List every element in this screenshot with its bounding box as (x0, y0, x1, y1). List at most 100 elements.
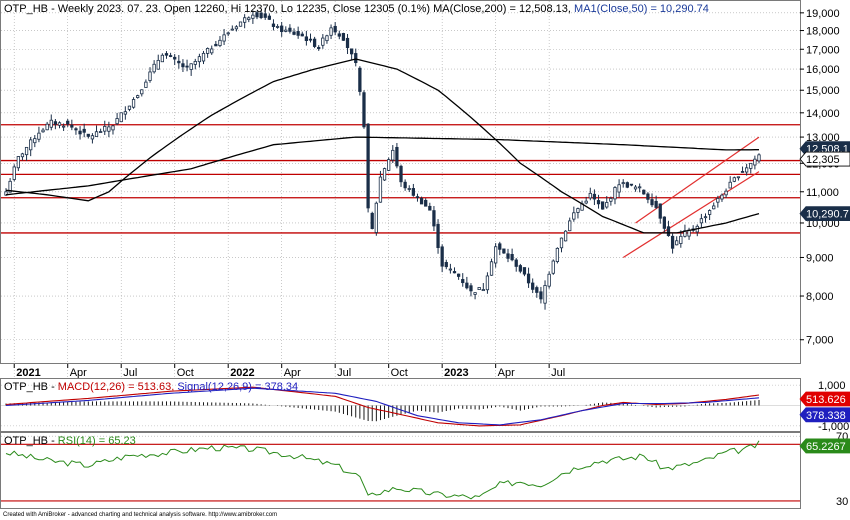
x-tick-label: Apr (70, 367, 87, 379)
candle-body (243, 17, 247, 23)
candle-body (753, 158, 757, 166)
macd-tag: 513.626 (799, 391, 850, 407)
rsi-value-tags: 65.2267 (799, 438, 850, 454)
signal-tag: 378.338 (799, 407, 850, 423)
rsi-threshold-lines (1, 443, 800, 502)
candle-body (168, 55, 173, 57)
candle-body (33, 138, 37, 144)
candle-body (160, 54, 164, 63)
candle-body (103, 125, 107, 132)
candle-body (555, 247, 560, 262)
candle-body (625, 182, 629, 188)
candle-body (12, 166, 16, 180)
macd-header-macd: MACD(12,26) = 513.63, (58, 381, 178, 393)
candle-body (66, 120, 70, 125)
candle-body (218, 39, 222, 47)
price-tag-2-label: 10,290.7 (806, 209, 849, 221)
candle-body (609, 198, 613, 202)
signal-tag-label: 378.338 (806, 410, 846, 422)
candle-body (584, 200, 588, 204)
ma200-line (5, 136, 759, 196)
candle-body (193, 61, 197, 65)
candle-body (473, 292, 477, 295)
candle-body (341, 33, 346, 41)
candle-body (308, 38, 313, 41)
candle-body (267, 15, 271, 20)
candle-body (424, 199, 428, 207)
candle-body (263, 13, 267, 18)
candle-body (440, 246, 444, 267)
candle-body (57, 122, 62, 126)
candle-body (61, 125, 66, 128)
candle-body (354, 53, 358, 64)
x-tick-label: Jul (337, 367, 351, 379)
candle-body (605, 202, 609, 208)
macd-grid (1, 384, 800, 427)
candle-body (152, 63, 156, 73)
candle-body (222, 34, 226, 42)
candle-body (469, 285, 473, 292)
candle-body (740, 171, 745, 173)
candle-body (485, 275, 490, 291)
candle-body (74, 128, 78, 131)
rsi-header-prefix: OTP_HB - (4, 435, 58, 447)
channel-lower-line[interactable] (622, 171, 760, 258)
candle-body (275, 26, 280, 28)
price-tag-1-bg (799, 151, 850, 167)
candle-body (8, 180, 12, 193)
rsi-header: OTP_HB - RSI(14) = 65.23 (4, 435, 136, 447)
candle-body (749, 162, 753, 169)
macd-header-signal: Signal(12,26,9) = 378.34 (177, 381, 298, 393)
candle-body (312, 38, 317, 47)
candle-body (259, 12, 263, 19)
candle-body (370, 212, 374, 229)
candle-body (654, 200, 658, 208)
macd-lines (5, 386, 760, 427)
price-tag-2: 10,290.7 (799, 206, 850, 222)
candle-body (477, 287, 481, 291)
candle-body (296, 31, 300, 36)
candle-body (543, 285, 547, 304)
macd-header: OTP_HB - MACD(12,26) = 513.63, Signal(12… (4, 381, 298, 393)
candle-body (403, 181, 407, 189)
candle-body (337, 33, 341, 37)
macd-header-prefix: OTP_HB - (4, 381, 58, 393)
candle-body (535, 287, 539, 293)
x-tick-label: Oct (391, 367, 408, 379)
candle-body (49, 119, 53, 128)
price-y-tick-label: 7,000 (806, 335, 834, 347)
candle-body (531, 282, 535, 290)
rsi-pane[interactable] (0, 432, 801, 509)
candle-body (119, 112, 123, 123)
candle-body (4, 191, 8, 196)
candle-body (226, 32, 230, 35)
rsi-tag: 65.2267 (799, 438, 850, 454)
candle-body (551, 260, 555, 274)
candle-body (82, 128, 86, 133)
candle-body (164, 53, 169, 56)
candle-body (716, 198, 720, 203)
candle-body (642, 189, 646, 195)
candle-body (201, 52, 206, 62)
candle-body (629, 183, 634, 186)
price-tag-2-bg (799, 206, 850, 222)
x-tick-label: 2022 (230, 367, 254, 379)
candle-body (703, 216, 708, 219)
candle-body (366, 123, 370, 209)
candle-body (646, 193, 650, 200)
rsi-header-rsi: RSI(14) = 65.23 (58, 435, 136, 447)
x-tick-label: Apr (498, 367, 515, 379)
candle-body (181, 63, 185, 68)
candle-body (757, 154, 761, 162)
candle-body (127, 105, 132, 110)
candle-body (131, 99, 136, 108)
x-tick-label: Jul (551, 367, 565, 379)
candle-body (633, 186, 638, 190)
candle-body (448, 268, 453, 271)
candle-body (255, 12, 259, 18)
candle-body (90, 135, 95, 140)
macd-y-tick-label: 1,000 (818, 380, 846, 392)
candle-body (526, 273, 531, 284)
candle-body (679, 235, 683, 244)
